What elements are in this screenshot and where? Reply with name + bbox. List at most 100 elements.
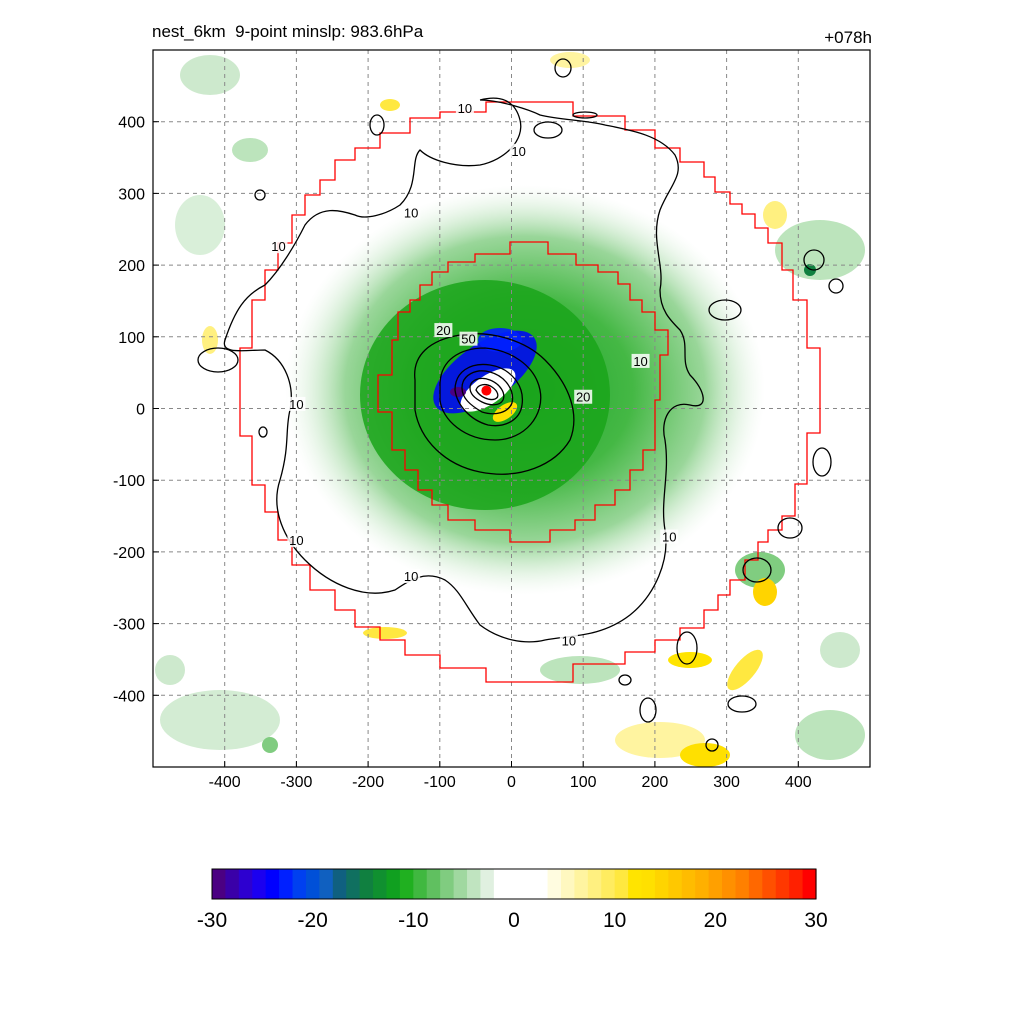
colorbar-swatch <box>413 869 428 899</box>
contour-small <box>369 114 385 136</box>
patch <box>820 632 860 668</box>
contour-small <box>777 517 803 539</box>
contour-label-bg <box>287 533 306 548</box>
contour-70 <box>475 383 499 401</box>
contour-label: 10 <box>271 239 285 254</box>
contour-label-bg <box>509 143 528 158</box>
patch <box>753 578 777 606</box>
colorbar-swatch <box>453 869 468 899</box>
x-tick-label: 300 <box>713 774 740 791</box>
contour-label: 20 <box>436 323 450 338</box>
patch <box>763 201 787 229</box>
patch <box>727 649 763 691</box>
contour-small <box>676 631 698 665</box>
patch <box>155 655 185 685</box>
patch <box>680 743 730 767</box>
contour-small <box>639 697 657 723</box>
patch <box>160 690 280 750</box>
colorbar-tick-label: -30 <box>197 909 227 932</box>
colorbar-swatch <box>587 869 602 899</box>
patch <box>668 652 712 668</box>
colorbar-swatch <box>480 869 495 899</box>
colorbar-swatch <box>279 869 294 899</box>
x-tick-label: -300 <box>280 774 312 791</box>
contour-small <box>803 249 825 271</box>
patch <box>795 710 865 760</box>
colorbar-swatch <box>654 869 669 899</box>
forecast-hour-label: +078h <box>824 28 872 47</box>
colorbar-swatch <box>520 869 535 899</box>
contour-label-bg <box>574 389 593 404</box>
colorbar-swatch <box>440 869 455 899</box>
colorbar-swatch <box>493 869 508 899</box>
contour-label: 10 <box>289 533 303 548</box>
colorbar-swatch <box>332 869 347 899</box>
colorbar-swatch <box>601 869 616 899</box>
x-tick-label: -400 <box>209 774 241 791</box>
plot-frame <box>152 49 871 768</box>
x-tick-label: 200 <box>642 774 669 791</box>
patch <box>202 326 218 354</box>
colorbar-swatch <box>722 869 737 899</box>
x-tick-label: -100 <box>424 774 456 791</box>
colorbar-tick-label: -20 <box>297 909 327 932</box>
colorbar-swatch <box>359 869 374 899</box>
contour-small <box>258 426 268 438</box>
colorbar-swatch <box>399 869 414 899</box>
contour-label: 10 <box>511 144 525 159</box>
contour-60 <box>469 377 505 406</box>
colorbar-swatch <box>681 869 696 899</box>
contour-label-bg <box>559 633 578 648</box>
contour-small <box>554 58 572 78</box>
colorbar: -30 -20 -10 0 10 20 30 <box>197 868 828 932</box>
contour-label: 10 <box>289 397 303 412</box>
colorbar-swatch <box>735 869 750 899</box>
colorbar-swatch <box>668 869 683 899</box>
x-tick-label: -200 <box>352 774 384 791</box>
patch <box>540 656 620 684</box>
colorbar-swatch <box>762 869 777 899</box>
colorbar-swatch <box>346 869 361 899</box>
contour-small <box>828 278 844 294</box>
y-tick-label: -200 <box>113 545 145 562</box>
y-tick-label: 400 <box>118 115 145 132</box>
contour-small <box>742 557 772 583</box>
colorbar-swatch <box>560 869 575 899</box>
contour-small <box>708 299 742 321</box>
contour-label: 10 <box>404 569 418 584</box>
contour-50 <box>461 370 514 415</box>
patch <box>775 220 865 280</box>
y-tick-label: 0 <box>136 402 145 419</box>
colorbar-swatch <box>614 869 629 899</box>
patch <box>262 737 278 753</box>
contour-label: 10 <box>662 530 676 545</box>
axis-tick-labels: -400 -300 -200 -100 0 100 200 300 40040030020010… <box>113 115 812 791</box>
colorbar-swatch <box>265 869 280 899</box>
contour-10 <box>223 97 704 643</box>
contour-label-bg <box>660 529 679 544</box>
contour-30 <box>439 347 542 441</box>
contour-label: 10 <box>633 354 647 369</box>
contour-small <box>197 347 239 373</box>
storm-center-marker <box>481 385 492 396</box>
inner-boundary <box>377 241 669 543</box>
patch <box>175 195 225 255</box>
colorbar-swatch <box>373 869 388 899</box>
contour-label-bg <box>402 568 421 583</box>
colorbar-swatch <box>319 869 334 899</box>
x-tick-label: 0 <box>507 774 516 791</box>
core-field-yellow <box>492 402 518 422</box>
colorbar-swatch <box>386 869 401 899</box>
contour-small <box>533 121 563 139</box>
colorbar-swatch <box>748 869 763 899</box>
contour-labels: 10 10 10 10 20 50 10 20 10 10 10 10 10 <box>269 100 679 649</box>
colorbar-swatch <box>467 869 482 899</box>
colorbar-swatch <box>695 869 710 899</box>
colorbar-swatch <box>305 869 320 899</box>
colorbar-swatch <box>507 869 522 899</box>
colorbar-swatch <box>225 869 240 899</box>
colorbar-tick-label: 0 <box>508 909 520 932</box>
colorbar-swatch <box>547 869 562 899</box>
colorbar-tick-label: 30 <box>804 909 827 932</box>
y-tick-label: 300 <box>118 186 145 203</box>
